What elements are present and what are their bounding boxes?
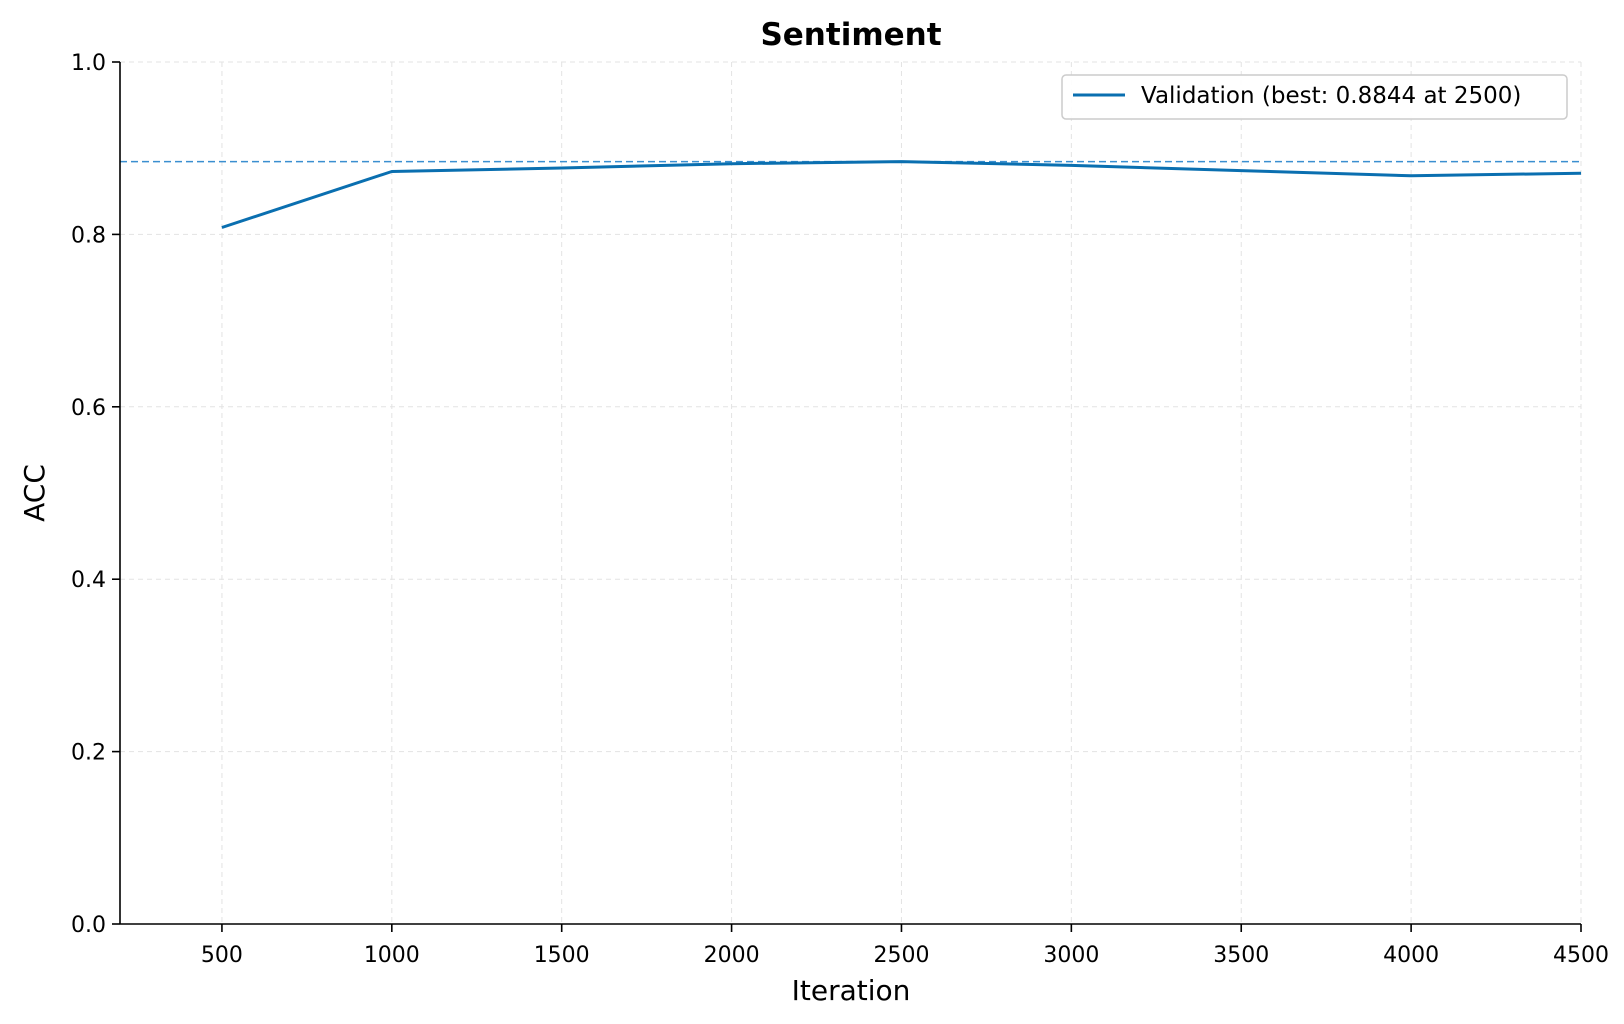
y-tick-label: 0.8 [71, 223, 106, 248]
x-tick-label: 2500 [873, 943, 929, 968]
series-line [221, 160, 1582, 229]
series-group [221, 160, 1582, 229]
legend: Validation (best: 0.8844 at 2500) [1061, 74, 1568, 120]
y-tick-label: 0.2 [71, 741, 106, 766]
y-axis-label: ACC [18, 464, 51, 522]
chart-title: Sentiment [760, 17, 941, 53]
x-tick-label: 2000 [704, 943, 760, 968]
x-ticks: 500 1000 1500 2000 2500 3000 3500 4000 4500 [201, 924, 1609, 968]
y-ticks: 0.0 0.2 0.4 0.6 0.8 1.0 [71, 51, 120, 938]
y-tick-label: 0.6 [71, 396, 106, 421]
axes [119, 62, 1581, 925]
legend-entry-label: Validation (best: 0.8844 at 2500) [1141, 83, 1521, 109]
x-tick-label: 3000 [1043, 943, 1099, 968]
legend-box [1061, 74, 1568, 120]
y-tick-label: 0.4 [71, 568, 106, 593]
x-tick-label: 1500 [534, 943, 590, 968]
y-tick-label: 0.0 [71, 913, 106, 938]
x-axis-label: Iteration [792, 974, 911, 1007]
x-tick-label: 4500 [1553, 943, 1609, 968]
x-tick-label: 3500 [1213, 943, 1269, 968]
y-tick-label: 1.0 [71, 51, 106, 76]
x-tick-label: 1000 [364, 943, 420, 968]
x-tick-label: 4000 [1383, 943, 1439, 968]
x-tick-label: 500 [201, 943, 243, 968]
